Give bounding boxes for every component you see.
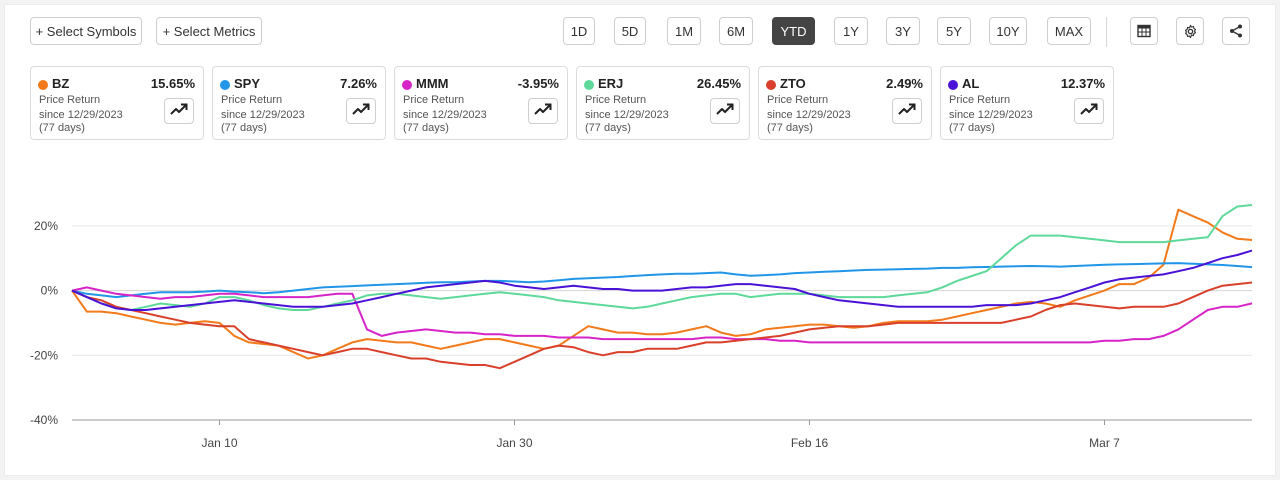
show-chart-button[interactable] <box>164 98 194 124</box>
symbol-card-spy[interactable]: SPY 7.26% Price Return since 12/29/2023 (77 … <box>212 66 386 140</box>
price-return-value: 12.37% <box>1060 76 1105 91</box>
settings-icon <box>1183 24 1198 39</box>
legend-dot <box>402 80 412 90</box>
metric-label: Price Return <box>767 94 829 106</box>
series-line-mmm <box>71 286 1253 344</box>
range-max-button[interactable]: MAX <box>1047 17 1091 45</box>
price-return-value: 7.26% <box>340 76 377 91</box>
range-1y-button[interactable]: 1Y <box>834 17 868 45</box>
toolbar-divider <box>1106 17 1107 47</box>
trend-up-icon <box>898 102 916 121</box>
x-tick-label: Mar 7 <box>1089 436 1120 450</box>
trend-up-icon <box>170 102 188 121</box>
series-line-erj <box>71 204 1253 311</box>
days-count: (77 days) <box>949 122 995 134</box>
legend-dot <box>584 80 594 90</box>
since-date: since 12/29/2023 <box>949 109 1033 121</box>
range-10y-button[interactable]: 10Y <box>989 17 1027 45</box>
legend-dot <box>220 80 230 90</box>
trend-up-icon <box>352 102 370 121</box>
select-metrics-button[interactable]: + Select Metrics <box>156 17 262 45</box>
series-line-al <box>71 249 1253 311</box>
price-return-value: 15.65% <box>150 76 195 91</box>
days-count: (77 days) <box>403 122 449 134</box>
metric-label: Price Return <box>949 94 1011 106</box>
y-tick-label: -40% <box>30 413 58 427</box>
since-date: since 12/29/2023 <box>221 109 305 121</box>
symbol-card-zto[interactable]: ZTO 2.49% Price Return since 12/29/2023 (77 … <box>758 66 932 140</box>
trend-up-icon <box>716 102 734 121</box>
range-3y-button[interactable]: 3Y <box>886 17 920 45</box>
y-tick-label: 20% <box>34 219 58 233</box>
y-tick-label: 0% <box>41 284 59 298</box>
show-chart-button[interactable] <box>1074 98 1104 124</box>
series-line-spy <box>71 262 1253 299</box>
symbol-card-al[interactable]: AL 12.37% Price Return since 12/29/2023 (77 … <box>940 66 1114 140</box>
symbol-card-erj[interactable]: ERJ 26.45% Price Return since 12/29/2023 (77… <box>576 66 750 140</box>
metric-label: Price Return <box>39 94 101 106</box>
show-chart-button[interactable] <box>346 98 376 124</box>
days-count: (77 days) <box>585 122 631 134</box>
y-tick-label: -20% <box>30 348 58 362</box>
metric-label: Price Return <box>585 94 647 106</box>
metric-label: Price Return <box>221 94 283 106</box>
table-icon <box>1137 24 1151 38</box>
metric-label: Price Return <box>403 94 465 106</box>
price-return-value: 26.45% <box>696 76 741 91</box>
settings-button[interactable] <box>1176 17 1204 45</box>
range-ytd-button[interactable]: YTD <box>772 17 815 45</box>
range-5d-button[interactable]: 5D <box>614 17 646 45</box>
show-chart-button[interactable] <box>528 98 558 124</box>
select-symbols-button[interactable]: + Select Symbols <box>30 17 142 45</box>
share-button[interactable] <box>1222 17 1250 45</box>
symbol-label: ERJ <box>598 76 624 91</box>
series-line-zto <box>71 281 1253 370</box>
legend-dot <box>948 80 958 90</box>
symbol-label: ZTO <box>780 76 806 91</box>
since-date: since 12/29/2023 <box>403 109 487 121</box>
since-date: since 12/29/2023 <box>585 109 669 121</box>
table-button[interactable] <box>1130 17 1158 45</box>
symbol-card-bz[interactable]: BZ 15.65% Price Return since 12/29/2023 (77 … <box>30 66 204 140</box>
days-count: (77 days) <box>39 122 85 134</box>
trend-up-icon <box>534 102 552 121</box>
range-5y-button[interactable]: 5Y <box>937 17 971 45</box>
symbol-label: SPY <box>234 76 261 91</box>
show-chart-button[interactable] <box>710 98 740 124</box>
legend-dot <box>38 80 48 90</box>
price-return-value: 2.49% <box>886 76 923 91</box>
x-tick-label: Jan 10 <box>201 436 237 450</box>
show-chart-button[interactable] <box>892 98 922 124</box>
days-count: (77 days) <box>767 122 813 134</box>
range-1d-button[interactable]: 1D <box>563 17 595 45</box>
symbol-card-mmm[interactable]: MMM -3.95% Price Return since 12/29/2023 (77… <box>394 66 568 140</box>
series-line-bz <box>71 208 1253 360</box>
x-tick-label: Feb 16 <box>791 436 829 450</box>
range-1m-button[interactable]: 1M <box>667 17 701 45</box>
trend-up-icon <box>1080 102 1098 121</box>
symbol-label: MMM <box>416 76 449 91</box>
symbol-label: BZ <box>52 76 70 91</box>
legend-dot <box>766 80 776 90</box>
days-count: (77 days) <box>221 122 267 134</box>
range-6m-button[interactable]: 6M <box>719 17 753 45</box>
share-icon <box>1228 23 1244 39</box>
since-date: since 12/29/2023 <box>767 109 851 121</box>
price-return-value: -3.95% <box>517 76 559 91</box>
symbol-label: AL <box>962 76 980 91</box>
since-date: since 12/29/2023 <box>39 109 123 121</box>
x-tick-label: Jan 30 <box>496 436 532 450</box>
